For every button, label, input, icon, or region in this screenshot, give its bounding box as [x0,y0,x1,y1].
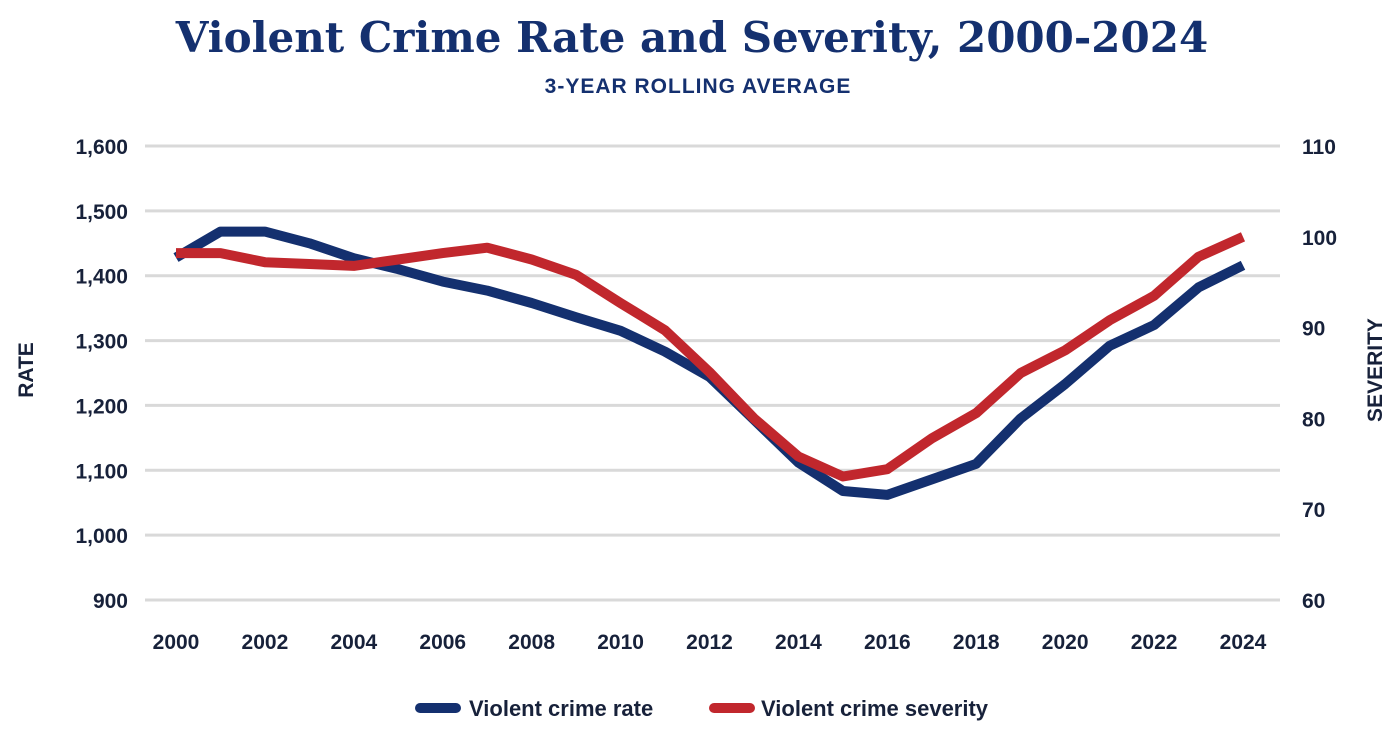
chart-subtitle: 3-YEAR ROLLING AVERAGE [545,75,852,98]
x-tick-label: 2022 [1131,631,1178,654]
x-tick-label: 2014 [775,631,822,654]
right-y-tick-label: 70 [1302,499,1325,522]
right-y-tick-label: 60 [1302,590,1325,613]
x-tick-label: 2020 [1042,631,1089,654]
left-y-tick-label: 1,600 [75,136,128,159]
x-tick-label: 2018 [953,631,1000,654]
legend-label-violent-crime-severity: Violent crime severity [761,696,989,721]
right-y-axis-ticks: 60 70 80 90 100 110 [1302,136,1337,613]
left-y-axis-ticks: 900 1,000 1,100 1,200 1,300 1,400 1,500 1,600 [75,136,128,613]
series-line-violent-crime-rate [173,226,1246,500]
x-tick-label: 2006 [419,631,466,654]
x-tick-label: 2010 [597,631,644,654]
x-axis-ticks: 2000 2002 2004 2006 2008 2010 2012 2014 2016 2018… [153,631,1267,654]
legend: Violent crime rate Violent crime severit… [415,696,989,721]
x-tick-label: 2024 [1220,631,1267,654]
right-y-tick-label: 80 [1302,408,1325,431]
series-lines [173,226,1246,500]
x-tick-label: 2002 [242,631,289,654]
right-y-tick-label: 90 [1302,318,1325,341]
x-tick-label: 2008 [508,631,555,654]
legend-label-violent-crime-rate: Violent crime rate [469,696,653,721]
chart-title: Violent Crime Rate and Severity, 2000-20… [175,13,1208,62]
right-axis-title: SEVERITY [1364,318,1387,422]
gridlines [145,144,1280,602]
right-y-tick-label: 100 [1302,227,1337,250]
x-tick-label: 2012 [686,631,733,654]
left-y-tick-label: 1,200 [75,395,128,418]
left-y-tick-label: 1,400 [75,266,128,289]
left-y-tick-label: 1,000 [75,525,128,548]
left-y-tick-label: 1,300 [75,331,128,354]
series-line-violent-crime-severity [176,232,1246,482]
left-y-tick-label: 1,500 [75,201,128,224]
x-tick-label: 2000 [153,631,200,654]
right-y-tick-label: 110 [1302,136,1336,159]
left-axis-title: RATE [15,342,38,398]
left-y-tick-label: 900 [93,590,128,613]
x-tick-label: 2016 [864,631,911,654]
left-y-tick-label: 1,100 [75,460,128,483]
x-tick-label: 2004 [330,631,377,654]
